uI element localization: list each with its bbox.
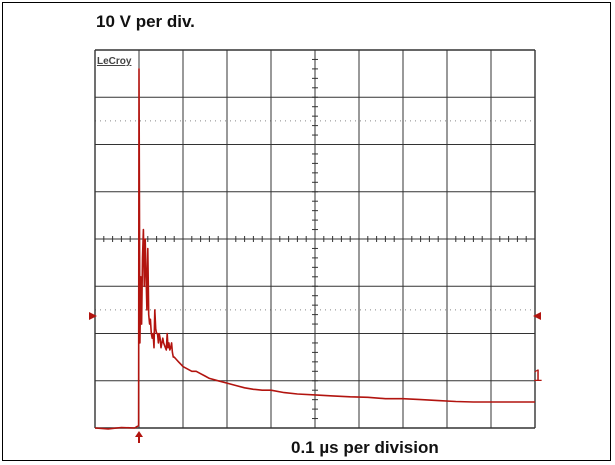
channel-number-label: 1 <box>533 366 542 385</box>
vertical-scale-label: 10 V per div. <box>96 12 195 31</box>
center-axis-ticks <box>94 49 536 429</box>
ground-marker-left-icon <box>89 312 97 320</box>
lecroy-brand-label: LeCroy <box>97 56 132 67</box>
signal-trace <box>94 68 535 430</box>
horizontal-scale-label: 0.1 µs per division <box>291 438 439 457</box>
figure-frame <box>2 2 611 461</box>
trigger-marker-icon <box>135 431 143 443</box>
ground-marker-right-icon <box>533 312 541 320</box>
